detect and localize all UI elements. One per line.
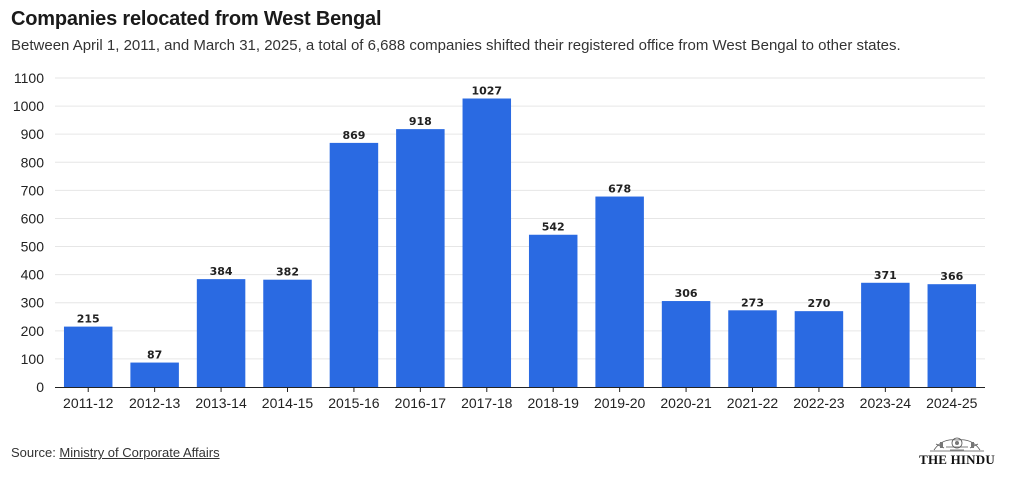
x-tick-label-2012-13: 2012-13 [129, 395, 181, 411]
data-label-2021-22: 273 [741, 296, 764, 309]
y-tick-label: 400 [21, 267, 45, 283]
logo-text: THE HINDU [919, 452, 995, 467]
y-tick-label: 700 [21, 182, 45, 198]
source-prefix: Source: [11, 445, 60, 460]
chart-subtitle: Between April 1, 2011, and March 31, 202… [11, 37, 901, 54]
bar-2015-16 [329, 142, 379, 387]
source-link[interactable]: Ministry of Corporate Affairs [59, 445, 220, 460]
x-axis: 2011-12 2012-13 2013-14 2014-15 2015-16 2016-… [55, 387, 985, 411]
data-label-2019-20: 678 [608, 183, 631, 196]
x-tick-label-2016-17: 2016-17 [395, 395, 447, 411]
bar-2020-21 [661, 301, 711, 387]
data-label-2014-15: 382 [276, 266, 299, 279]
bar-2022-23 [794, 311, 844, 387]
bar-2019-20 [595, 196, 644, 387]
x-tick-label-2024-25: 2024-25 [926, 395, 978, 411]
y-tick-label: 1100 [14, 70, 44, 86]
y-tick-label: 800 [21, 154, 45, 170]
emblem-icon [930, 437, 984, 452]
x-tick-label-2022-23: 2022-23 [793, 395, 845, 411]
x-tick-label-2017-18: 2017-18 [461, 395, 513, 411]
data-labels: 215 87 384 382 869 918 1027 542 678 306 273 270 371 3… [77, 85, 964, 362]
y-tick-label: 0 [36, 379, 44, 395]
chart-title: Companies relocated from West Bengal [11, 8, 382, 30]
data-label-2023-24: 371 [874, 269, 897, 282]
bar-2017-18 [462, 98, 512, 388]
y-tick-label: 1000 [13, 98, 44, 114]
data-label-2016-17: 918 [409, 115, 432, 128]
data-label-2017-18: 1027 [471, 85, 502, 98]
x-tick-label-2013-14: 2013-14 [195, 395, 247, 411]
y-tick-label: 100 [21, 351, 45, 367]
data-label-2013-14: 384 [210, 265, 233, 278]
bar-2021-22 [728, 310, 777, 387]
bar-2018-19 [528, 234, 578, 387]
data-label-2020-21: 306 [675, 287, 698, 300]
data-label-2015-16: 869 [342, 129, 365, 142]
bar-2024-25 [927, 284, 977, 387]
the-hindu-logo: THE HINDU [919, 432, 995, 472]
bar-2012-13 [130, 362, 179, 387]
data-label-2018-19: 542 [542, 221, 565, 234]
bar-2011-12 [63, 326, 113, 387]
y-tick-label: 600 [21, 210, 45, 226]
data-label-2022-23: 270 [807, 297, 830, 310]
data-label-2024-25: 366 [940, 270, 963, 283]
x-tick-label-2014-15: 2014-15 [262, 395, 314, 411]
bar-2023-24 [861, 282, 910, 387]
y-tick-label: 500 [21, 239, 45, 255]
y-tick-label: 300 [21, 295, 45, 311]
bar-2016-17 [396, 129, 445, 387]
bar-2013-14 [196, 279, 246, 387]
gridlines [55, 77, 985, 360]
source-note: Source: Ministry of Corporate Affairs [11, 445, 220, 460]
y-axis: 0 100 200 300 400 500 600 700 800 900 1000 1100 [13, 70, 44, 395]
data-label-2012-13: 87 [147, 349, 162, 362]
x-tick-label-2019-20: 2019-20 [594, 395, 646, 411]
bars [63, 98, 977, 388]
x-tick-label-2018-19: 2018-19 [528, 395, 580, 411]
bar-chart: 0 100 200 300 400 500 600 700 800 900 1000 1100 215… [13, 70, 985, 411]
x-tick-label-2011-12: 2011-12 [63, 395, 114, 411]
x-tick-label-2015-16: 2015-16 [328, 395, 380, 411]
y-tick-label: 200 [21, 323, 45, 339]
x-tick-label-2020-21: 2020-21 [660, 395, 712, 411]
data-label-2011-12: 215 [77, 313, 100, 326]
bar-2014-15 [263, 279, 312, 387]
y-tick-label: 900 [21, 126, 45, 142]
x-tick-label-2023-24: 2023-24 [860, 395, 912, 411]
x-tick-label-2021-22: 2021-22 [727, 395, 779, 411]
